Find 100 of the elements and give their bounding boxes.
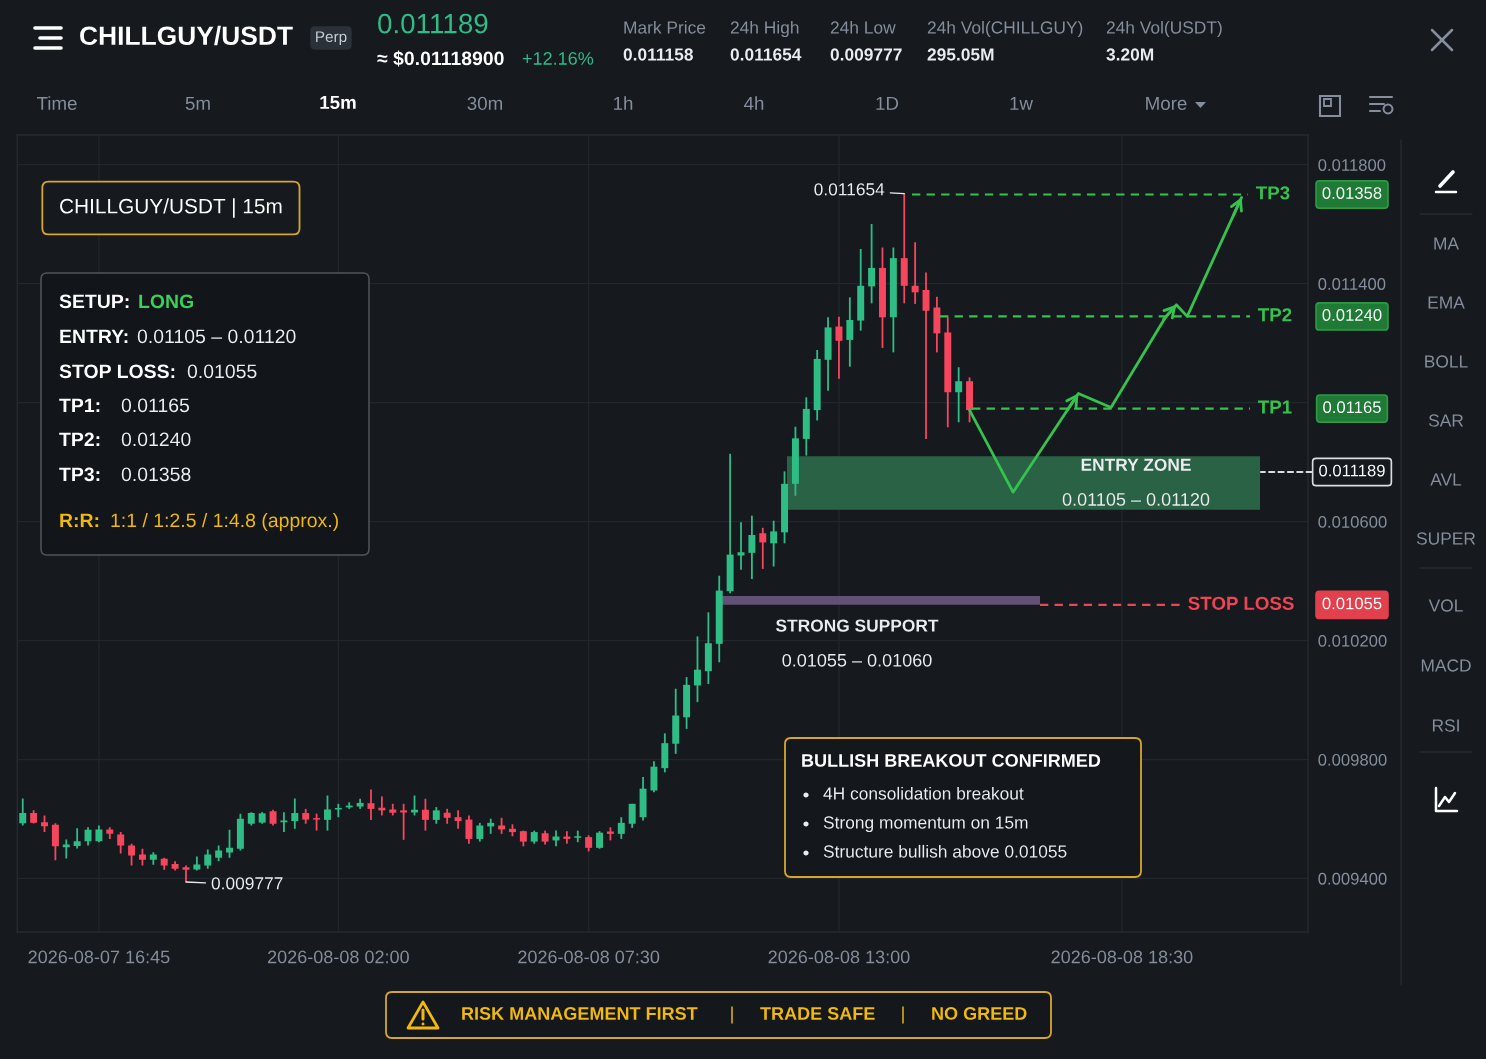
annotation: ENTRY:	[60, 329, 128, 344]
candlestick	[955, 366, 963, 424]
annotation: 0.01105 – 0.01120	[137, 329, 296, 344]
candlestick	[117, 831, 125, 855]
candlestick	[400, 802, 408, 841]
candlestick	[748, 514, 756, 580]
text: Time	[36, 96, 77, 111]
candlestick	[73, 827, 81, 850]
text: AVL	[1430, 473, 1462, 486]
text: EMA	[1428, 296, 1465, 309]
candlestick	[51, 822, 59, 862]
candlestick	[226, 828, 233, 859]
ref-line-label: STOP LOSS	[1188, 596, 1294, 610]
text: MA	[1434, 237, 1459, 250]
candlestick	[421, 797, 429, 832]
text: +12.16%	[522, 52, 594, 65]
candlestick	[454, 809, 462, 830]
band-label: STRONG SUPPORT	[775, 619, 939, 632]
text: NO GREED	[932, 1007, 1027, 1020]
ref-line-label: TP1	[1257, 400, 1292, 414]
annotation: 0.01105 – 0.01120	[1062, 493, 1210, 506]
y-tick-label: 0.011800	[1318, 159, 1386, 171]
text: RISK MANAGEMENT FIRST	[462, 1007, 698, 1020]
x-tick-label: 2026-08-08 18:30	[1051, 950, 1193, 964]
band-label: ENTRY ZONE	[1081, 458, 1191, 471]
text: 4h	[744, 96, 764, 110]
text: 24h High	[730, 20, 799, 38]
annotation: TP3:	[59, 467, 100, 482]
x-tick-label: 2026-08-07 16:45	[28, 950, 170, 964]
candlestick	[911, 241, 919, 305]
text: 24h Low	[830, 20, 896, 34]
text: 0.01240	[1322, 309, 1382, 321]
candlestick	[617, 816, 625, 840]
annotation: 0.01240	[121, 432, 191, 447]
text: |	[902, 1006, 904, 1024]
candlestick	[84, 826, 92, 847]
text: TRADE SAFE	[760, 1007, 875, 1020]
ref-line-label: TP2	[1257, 308, 1292, 322]
candlestick	[628, 802, 636, 829]
annotation: BULLISH BREAKOUT CONFIRMED	[802, 754, 1101, 767]
annotation: 0.01165	[121, 398, 190, 413]
candlestick	[476, 821, 484, 843]
text: ≈ $0.01118900	[377, 50, 504, 67]
text: 24h Vol(CHILLGUY)	[927, 20, 1083, 38]
annotation: 0.01358	[121, 467, 191, 482]
text: BOLL	[1425, 355, 1468, 368]
annotation: 1:1 / 1:2.5 / 1:4.8 (approx.)	[111, 512, 338, 532]
y-tick-label: 0.011400	[1318, 278, 1386, 290]
candlestick	[759, 526, 767, 570]
text: 0.009777	[830, 48, 902, 61]
text: 15m	[320, 95, 356, 110]
text: SUPER	[1416, 532, 1476, 545]
text: VOL	[1428, 599, 1463, 612]
annotation: CHILLGUY/USDT | 15m	[60, 198, 282, 218]
candlestick	[693, 635, 701, 704]
text: 5m	[185, 96, 210, 111]
y-tick-label: 0.010600	[1318, 516, 1387, 528]
annotation: 0.01055	[187, 364, 257, 379]
chart-title: CHILLGUY/USDT	[80, 25, 293, 46]
candlestick	[770, 519, 778, 568]
annotation: 0.009777	[211, 877, 283, 890]
y-tick-label: 0.010200	[1318, 634, 1387, 647]
text: 0.01358	[1322, 187, 1382, 199]
candlestick	[868, 223, 876, 305]
text: 0.011158	[623, 48, 693, 61]
text: 1h	[614, 96, 633, 110]
annotation: 0.011654	[814, 183, 885, 196]
text: Mark Price	[624, 20, 706, 34]
ref-line-label: TP3	[1255, 186, 1290, 200]
annotation: STOP LOSS:	[59, 364, 175, 379]
annotation: Structure bullish above 0.01055	[823, 844, 1067, 858]
text: 0.011189	[378, 13, 488, 34]
text: Perp	[316, 31, 347, 46]
annotation: TP1:	[59, 398, 100, 413]
text: 30m	[467, 96, 502, 111]
candlestick	[737, 521, 745, 571]
candlestick	[323, 794, 331, 832]
text: 3.20M	[1106, 48, 1154, 61]
text: RSI	[1432, 719, 1459, 732]
text: More	[1146, 96, 1187, 111]
candlestick	[846, 296, 854, 368]
candlestick	[19, 797, 27, 827]
text: |	[731, 1006, 733, 1024]
x-tick-label: 2026-08-08 07:30	[518, 950, 660, 964]
candlestick	[128, 842, 136, 867]
text: SAR	[1428, 414, 1464, 427]
candlestick	[465, 814, 473, 845]
candlestick	[204, 848, 212, 870]
text: 0.011654	[730, 48, 802, 61]
text: 295.05M	[927, 48, 994, 61]
candlestick	[650, 760, 658, 794]
text: 0.01055	[1322, 597, 1382, 610]
x-tick-label: 2026-08-08 13:00	[768, 950, 910, 964]
annotation: R:R:	[60, 513, 99, 528]
y-tick-label: 0.009800	[1318, 753, 1387, 766]
annotation: 4H consolidation breakout	[823, 786, 1024, 800]
text: 1w	[1010, 96, 1034, 110]
candlestick	[291, 797, 299, 830]
annotation: 0.01055 – 0.01060	[782, 653, 932, 667]
y-tick-label: 0.009400	[1318, 872, 1387, 885]
